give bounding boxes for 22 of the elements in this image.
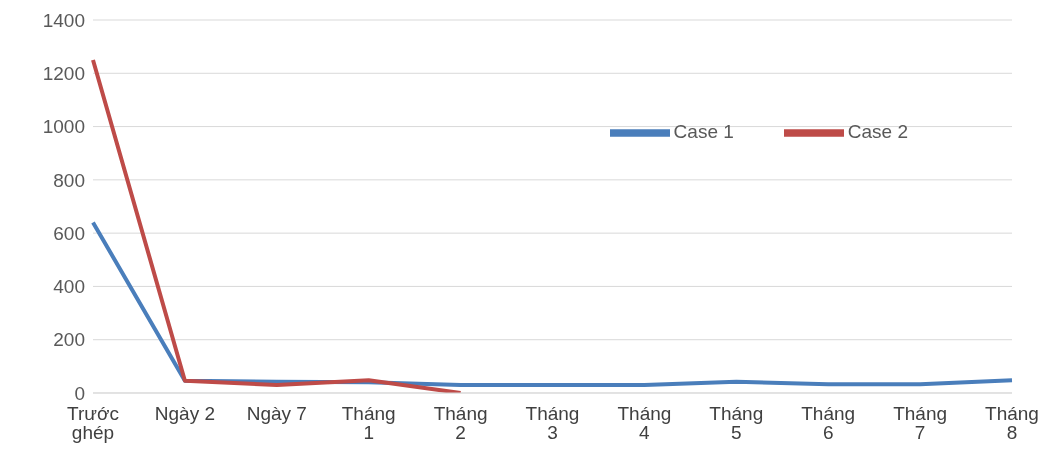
y-tick-label: 0	[74, 382, 85, 404]
x-tick-label: Tháng 5	[709, 403, 764, 444]
x-tick-label: Tháng 6	[801, 403, 856, 444]
x-tick-label: Ngày 7	[246, 403, 307, 425]
y-tick-label: 400	[53, 276, 85, 298]
x-tick-label: Tháng 1	[341, 403, 396, 444]
x-tick-label: Tháng 7	[893, 403, 948, 444]
legend-label: Case 2	[847, 121, 908, 143]
x-tick-label: Tháng 4	[617, 403, 672, 444]
y-tick-label: 1200	[42, 63, 85, 85]
y-tick-label: 1000	[42, 116, 85, 138]
y-tick-label: 600	[53, 222, 85, 244]
y-tick-label: 800	[53, 169, 85, 191]
y-tick-label: 200	[53, 329, 85, 351]
x-tick-label: Trước ghép	[67, 403, 119, 444]
legend-label: Case 1	[673, 121, 734, 143]
x-tick-label: Tháng 8	[985, 403, 1039, 444]
x-tick-label: Tháng 2	[433, 403, 488, 444]
x-tick-label: Tháng 3	[525, 403, 580, 444]
x-tick-label: Ngày 2	[154, 403, 215, 425]
line-series	[91, 57, 463, 393]
y-tick-label: 1400	[42, 9, 85, 31]
